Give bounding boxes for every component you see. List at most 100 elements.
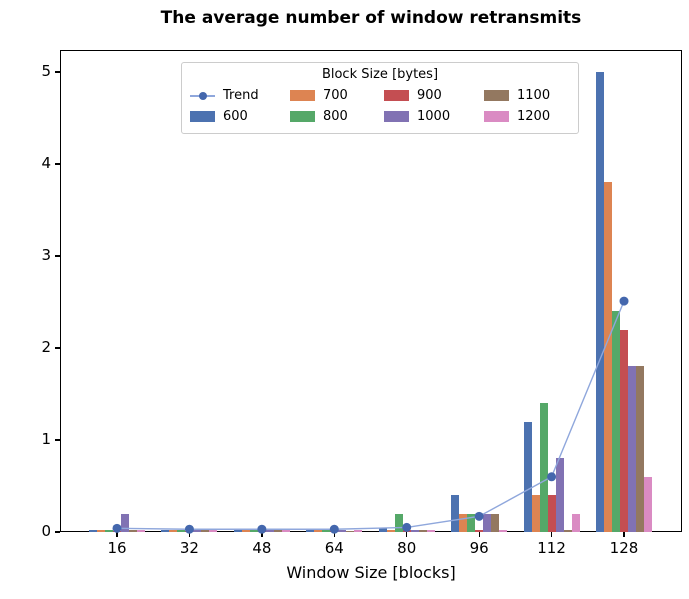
x-tick (116, 532, 118, 537)
y-tick (55, 439, 60, 441)
legend-label: 1200 (517, 109, 551, 124)
bar-800-x112 (539, 403, 548, 532)
bar-1200-x128 (644, 476, 652, 532)
trend-line (112, 296, 629, 534)
x-tick (333, 532, 335, 537)
bar-1000-x96 (483, 513, 492, 532)
y-tick-label: 3 (41, 246, 51, 264)
bar-700-x128 (604, 182, 612, 532)
legend-column: 900 1000 (384, 85, 484, 127)
y-tick (55, 71, 60, 73)
legend-title: Block Size [bytes] (321, 67, 439, 82)
bar-1100-x16 (129, 530, 137, 532)
x-tick-label: 16 (107, 539, 127, 557)
x-tick (550, 532, 553, 537)
bar-700-x96 (459, 513, 468, 532)
y-tick (55, 255, 60, 257)
legend-swatch-900 (384, 90, 409, 101)
x-tick-label: 32 (179, 539, 199, 557)
bar-800-x96 (467, 513, 476, 532)
legend-swatch-800 (290, 111, 315, 122)
legend-item-trend: Trend (190, 85, 290, 106)
legend-item-900: 900 (384, 85, 484, 106)
bar-600-x48 (233, 530, 242, 532)
bar-700-x32 (169, 530, 178, 532)
trend-marker-icon (402, 522, 412, 532)
bar-800-x128 (612, 311, 620, 532)
bar-600-x128 (596, 72, 604, 532)
bar-1100-x80 (418, 530, 427, 532)
bar-900-x128 (620, 329, 628, 532)
bar-1100-x48 (273, 530, 282, 532)
x-tick-label: 64 (324, 539, 344, 557)
bar-600-x32 (161, 530, 170, 532)
trend-marker-icon (112, 523, 122, 533)
bar-1200-x64 (354, 530, 363, 532)
legend-column: 700 800 (290, 85, 384, 127)
legend: Block Size [bytes] Trend 600 700 800 900 1000… (181, 62, 579, 134)
bar-900-x112 (547, 495, 556, 532)
bar-1200-x32 (209, 530, 218, 532)
bar-700-x16 (97, 530, 105, 532)
bar-1000-x48 (265, 530, 274, 532)
x-tick (261, 532, 263, 537)
trend-marker-icon (474, 511, 484, 521)
y-tick (55, 531, 60, 533)
bar-600-x96 (451, 495, 460, 532)
x-tick-label: 80 (397, 539, 417, 557)
legend-swatch-600 (190, 111, 215, 122)
legend-item-800: 800 (290, 106, 384, 127)
trend-line-icon (190, 90, 215, 101)
bar-1100-x64 (346, 531, 355, 532)
legend-label: Trend (223, 88, 259, 103)
legend-swatch-1000 (384, 111, 409, 122)
bar-600-x64 (306, 530, 315, 532)
bar-1000-x80 (410, 530, 419, 532)
bar-1100-x112 (563, 530, 572, 532)
bar-1100-x32 (201, 530, 210, 532)
x-tick (188, 532, 191, 537)
legend-item-600: 600 (190, 106, 290, 127)
legend-label: 700 (323, 88, 348, 103)
bar-1000-x32 (193, 530, 202, 532)
x-tick (406, 532, 408, 537)
bar-600-x112 (523, 421, 532, 532)
trend-marker-icon (257, 524, 267, 534)
y-tick-label: 0 (41, 522, 51, 540)
trend-marker-icon (184, 524, 194, 534)
trend-marker-icon (547, 472, 557, 482)
bar-1200-x16 (137, 530, 145, 532)
bar-1000-x112 (555, 458, 564, 532)
chart-title: The average number of window retransmits (160, 8, 582, 28)
bar-900-x96 (475, 530, 484, 532)
y-tick-label: 5 (41, 62, 51, 80)
legend-grid: Trend 600 700 800 900 1000 1100 1200 (190, 85, 570, 127)
legend-label: 1000 (417, 109, 451, 124)
legend-item-700: 700 (290, 85, 384, 106)
y-tick (55, 347, 60, 349)
legend-item-1000: 1000 (384, 106, 484, 127)
bar-800-x16 (105, 530, 113, 532)
bar-700-x112 (531, 495, 540, 532)
bar-800-x64 (322, 530, 331, 532)
bar-1200-x96 (499, 530, 508, 532)
y-tick-label: 2 (41, 338, 51, 356)
legend-label: 900 (417, 88, 442, 103)
legend-column: 1100 1200 (484, 85, 572, 127)
x-axis-label: Window Size [blocks] (286, 563, 456, 582)
bar-1200-x112 (571, 513, 580, 532)
bar-700-x80 (386, 530, 395, 532)
legend-swatch-1100 (484, 90, 509, 101)
bar-1100-x128 (636, 366, 644, 532)
trend-marker-icon (619, 296, 629, 306)
x-tick (478, 532, 480, 537)
bar-1000-x64 (338, 530, 347, 532)
y-tick-label: 1 (41, 430, 51, 448)
x-tick (623, 532, 625, 537)
bar-800-x48 (249, 530, 258, 532)
x-tick-label: 96 (469, 539, 489, 557)
legend-swatch-700 (290, 90, 315, 101)
bar-1200-x80 (426, 530, 435, 532)
y-tick-label: 4 (41, 154, 51, 172)
legend-column: Trend 600 (190, 85, 290, 127)
